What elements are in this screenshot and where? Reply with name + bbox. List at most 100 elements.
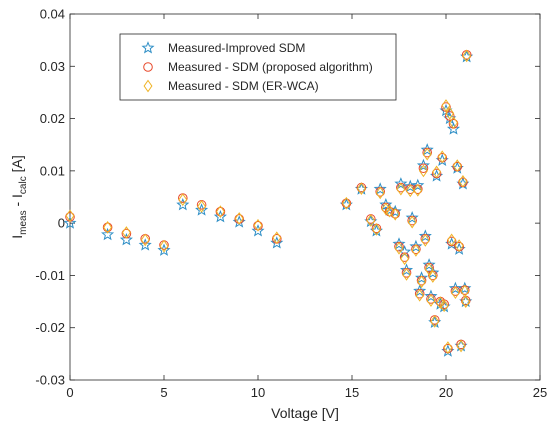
data-point-star	[383, 203, 397, 216]
data-point-diamond	[140, 233, 150, 247]
data-point-circle	[444, 111, 455, 121]
data-point-diamond	[394, 241, 404, 255]
data-point-diamond	[441, 99, 451, 112]
data-point-diamond	[452, 159, 462, 173]
data-point-diamond	[341, 196, 351, 210]
data-point-star	[409, 239, 423, 253]
data-point-star	[63, 216, 77, 229]
legend-label: Measured - SDM (ER-WCA)	[168, 79, 319, 93]
x-tick-label: 0	[66, 385, 73, 400]
y-tick-label: -0.01	[35, 268, 65, 283]
data-point-diamond	[426, 294, 436, 307]
data-point-diamond	[422, 147, 432, 161]
data-point-diamond	[443, 341, 453, 354]
data-point-diamond	[415, 288, 425, 302]
data-point-star	[413, 284, 427, 297]
data-point-diamond	[390, 207, 400, 221]
data-point-diamond	[253, 218, 263, 232]
y-axis-label-part: - I	[9, 194, 25, 210]
data-point-diamond	[413, 183, 423, 197]
axes: 0 5 10 15 20 25 -0.03 -0.02 -0.01 0 0.01 0.02 0.03 0.…	[9, 7, 547, 422]
data-point-diamond	[424, 262, 434, 276]
data-point-star	[424, 289, 438, 302]
legend-marker-diamond	[143, 79, 153, 93]
data-point-diamond	[462, 49, 472, 63]
data-point-diamond	[454, 239, 464, 252]
data-point-diamond	[445, 106, 455, 120]
data-point-star	[388, 204, 402, 218]
data-point-diamond	[178, 193, 188, 206]
data-point-diamond	[418, 164, 428, 178]
y-axis-label-part: calc	[18, 176, 29, 194]
x-axis-label: Voltage [V]	[271, 405, 339, 421]
data-point-star	[446, 122, 461, 135]
y-tick-label: -0.03	[35, 373, 65, 388]
x-tick-label: 25	[533, 385, 547, 400]
data-point-diamond	[159, 239, 169, 253]
x-tick-label: 20	[439, 385, 453, 400]
x-tick-label: 15	[345, 385, 359, 400]
data-point-star	[405, 211, 419, 224]
data-point-star	[426, 265, 440, 279]
y-axis-label-part: [A]	[9, 155, 25, 176]
data-point-diamond	[447, 233, 457, 247]
data-point-diamond	[234, 212, 244, 225]
data-point-diamond	[371, 223, 381, 236]
y-axis-label: Imeas - Icalc [A]	[9, 155, 29, 239]
data-point-diamond	[402, 268, 411, 281]
data-point-star	[176, 197, 190, 211]
data-point-star	[420, 143, 434, 156]
data-point-star	[399, 263, 414, 276]
data-point-diamond	[458, 174, 468, 188]
plot-frame	[69, 13, 541, 381]
data-point-star	[251, 224, 265, 237]
data-point-diamond	[103, 220, 113, 234]
data-point-star	[379, 197, 393, 211]
y-tick-label: 0.02	[40, 111, 65, 126]
data-point-diamond	[215, 205, 225, 219]
data-point-diamond	[432, 165, 442, 179]
legend: Measured-Improved SDM Measured - SDM (pro…	[119, 33, 397, 101]
data-point-star	[373, 182, 387, 195]
data-point-diamond	[65, 209, 75, 223]
data-point-star	[213, 210, 227, 223]
x-tick-label: 5	[160, 385, 167, 400]
y-tick-label: 0.04	[40, 7, 65, 22]
data-point-star	[422, 258, 436, 271]
data-point-star	[157, 243, 171, 256]
data-point-star	[101, 227, 115, 241]
data-point-diamond	[461, 295, 471, 308]
data-point-diamond	[428, 270, 438, 283]
data-point-diamond	[396, 182, 406, 196]
y-tick-label: -0.02	[35, 320, 65, 335]
data-point-diamond	[435, 296, 445, 309]
data-point-star	[394, 177, 408, 190]
y-tick-label: 0.01	[40, 163, 65, 178]
y-axis-label-part: meas	[18, 210, 29, 234]
y-axis-label-part: I	[9, 235, 25, 239]
data-point-diamond	[420, 234, 430, 247]
data-point-diamond	[450, 286, 460, 300]
data-point-diamond	[449, 116, 458, 130]
y-tick-label: 0	[58, 216, 65, 231]
legend-marker-circle	[143, 62, 153, 72]
data-point-star	[416, 158, 430, 172]
data-point-star	[411, 178, 425, 192]
legend-marker-star	[141, 41, 155, 54]
data-layer	[63, 49, 474, 357]
data-point-diamond	[405, 184, 415, 198]
series-diamond	[65, 49, 472, 354]
data-point-diamond	[430, 315, 440, 328]
data-point-diamond	[121, 226, 131, 239]
data-point-diamond	[417, 275, 427, 289]
data-point-diamond	[272, 231, 282, 245]
data-point-diamond	[385, 204, 395, 218]
data-point-diamond	[366, 214, 376, 227]
data-point-diamond	[375, 186, 385, 200]
data-point-diamond	[400, 252, 410, 266]
data-point-star	[119, 233, 133, 246]
y-tick-label: 0.03	[40, 59, 65, 74]
x-tick-label: 10	[251, 385, 265, 400]
